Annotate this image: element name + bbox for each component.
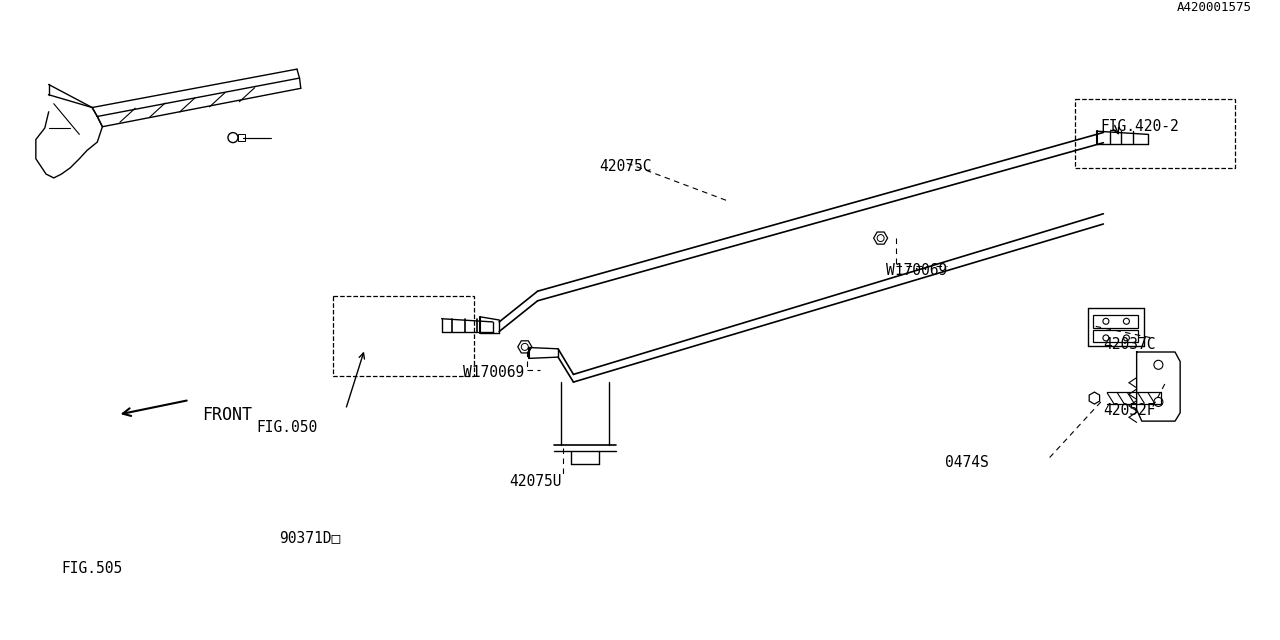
Text: FRONT: FRONT [202,406,252,424]
Bar [1093,330,1138,342]
Text: 0474S: 0474S [945,454,988,470]
Bar [1075,99,1235,168]
Text: FIG.420-2: FIG.420-2 [1101,119,1180,134]
Text: FIG.505: FIG.505 [61,561,123,576]
Text: 42075C: 42075C [599,159,652,174]
Bar [1093,315,1138,328]
Text: 42037C: 42037C [1103,337,1156,352]
Text: 90371D□: 90371D□ [279,530,340,545]
Bar [238,134,244,141]
Text: A420001575: A420001575 [1176,1,1252,14]
Bar [333,296,474,376]
Text: FIG.050: FIG.050 [256,420,317,435]
Text: 42075U: 42075U [508,474,562,489]
Text: W170069: W170069 [886,262,947,278]
Text: W170069: W170069 [463,365,525,380]
Text: 42052F: 42052F [1103,403,1156,419]
